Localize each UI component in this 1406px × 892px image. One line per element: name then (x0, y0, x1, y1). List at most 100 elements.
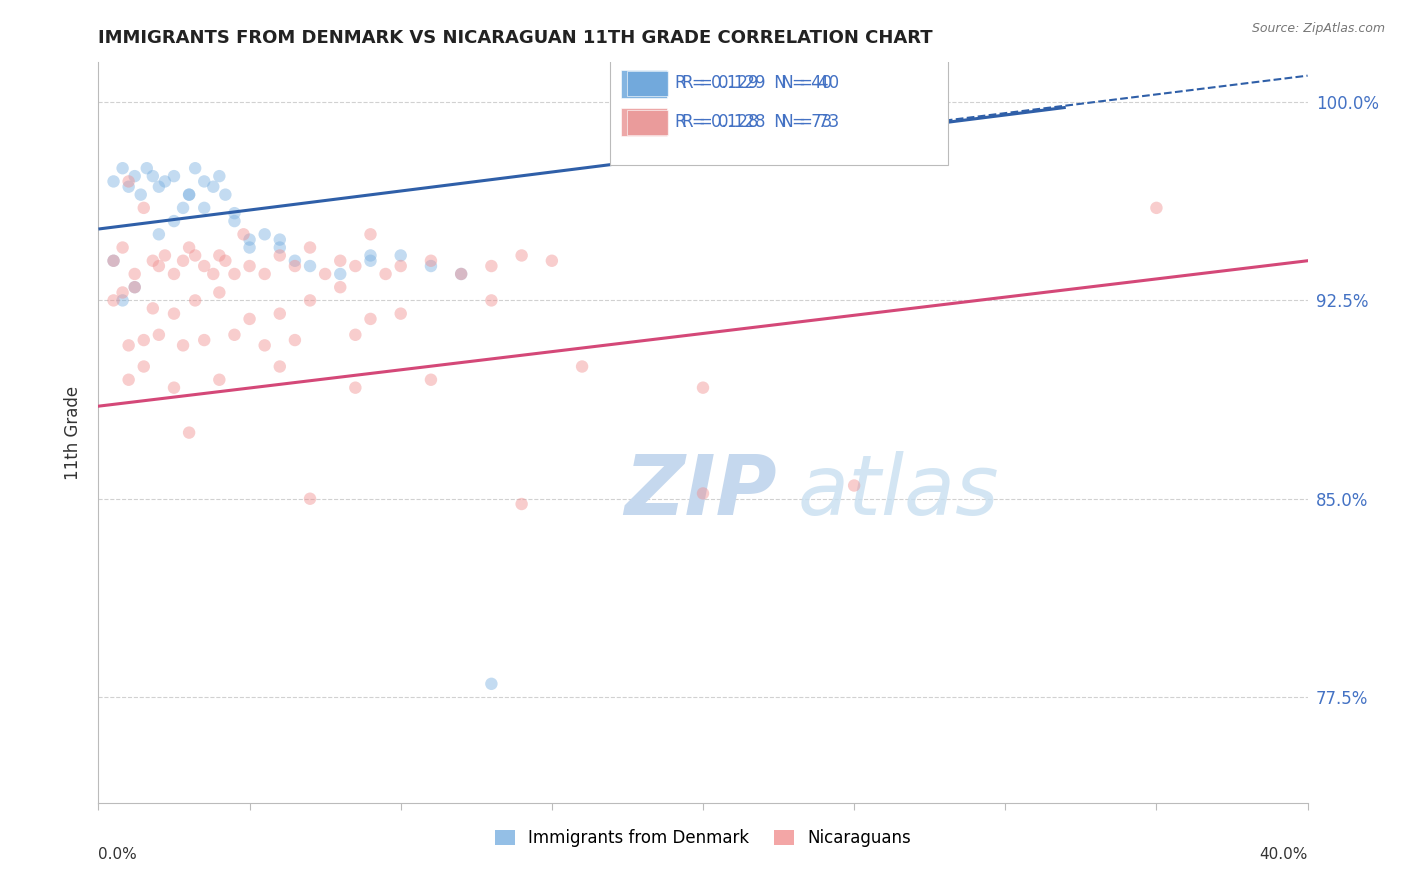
Point (239, 233, 262, 247)
Point (420, 373, 443, 387)
Text: 0.0%: 0.0% (98, 847, 138, 863)
Point (124, 280, 146, 294)
Point (132, 201, 155, 215)
Point (450, 267, 472, 281)
Point (360, 227, 382, 242)
Point (111, 293, 134, 308)
Y-axis label: 11th Grade: 11th Grade (65, 385, 83, 480)
Text: ZIP: ZIP (624, 451, 778, 533)
Point (163, 214, 186, 228)
Point (239, 259, 262, 273)
Point (172, 338, 194, 352)
Point (142, 301, 165, 316)
Point (184, 293, 207, 308)
Point (163, 169, 186, 183)
Point (224, 206, 246, 220)
Point (214, 253, 236, 268)
Text: Source: ZipAtlas.com: Source: ZipAtlas.com (1251, 22, 1385, 36)
FancyBboxPatch shape (610, 50, 949, 165)
Text: R = 0.129   N = 40: R = 0.129 N = 40 (675, 74, 832, 92)
Point (269, 359, 291, 374)
Point (389, 259, 412, 273)
Point (132, 359, 155, 374)
Text: IMMIGRANTS FROM DENMARK VS NICARAGUAN 11TH GRADE CORRELATION CHART: IMMIGRANTS FROM DENMARK VS NICARAGUAN 11… (98, 29, 934, 47)
Point (184, 248, 207, 262)
Point (299, 259, 322, 273)
Point (172, 253, 194, 268)
Point (344, 381, 367, 395)
Point (163, 267, 186, 281)
Point (129, 187, 152, 202)
Point (202, 179, 225, 194)
Point (118, 179, 141, 194)
Point (374, 267, 396, 281)
Point (193, 259, 215, 273)
Text: R = 0.128   N = 73: R = 0.128 N = 73 (675, 112, 832, 130)
Point (172, 201, 194, 215)
Point (142, 169, 165, 183)
Point (118, 373, 141, 387)
Point (163, 381, 186, 395)
Point (360, 248, 382, 262)
Point (103, 253, 125, 268)
Point (360, 253, 382, 268)
Point (208, 169, 231, 183)
Point (253, 227, 276, 242)
Point (208, 373, 231, 387)
Point (111, 285, 134, 300)
Point (510, 248, 533, 262)
Point (571, 359, 593, 374)
Point (481, 293, 503, 308)
FancyBboxPatch shape (621, 108, 666, 136)
Point (132, 333, 155, 347)
Point (284, 259, 307, 273)
Point (284, 253, 307, 268)
Point (208, 248, 231, 262)
Point (344, 259, 367, 273)
Point (148, 327, 170, 342)
Point (124, 267, 146, 281)
Point (540, 253, 562, 268)
Point (148, 259, 170, 273)
Point (692, 486, 714, 500)
Point (844, 478, 866, 492)
Text: 40.0%: 40.0% (1260, 847, 1308, 863)
Point (269, 233, 291, 247)
Point (179, 187, 201, 202)
Point (202, 267, 225, 281)
Point (224, 214, 246, 228)
Point (118, 174, 141, 188)
Legend: Immigrants from Denmark, Nicaraguans: Immigrants from Denmark, Nicaraguans (488, 822, 918, 854)
Point (153, 174, 176, 188)
Point (329, 267, 352, 281)
Point (111, 161, 134, 176)
Point (184, 161, 207, 176)
FancyBboxPatch shape (621, 70, 666, 98)
Point (179, 240, 201, 255)
Text: atlas: atlas (797, 451, 998, 533)
Point (329, 253, 352, 268)
Point (124, 169, 146, 183)
Point (148, 227, 170, 242)
Point (193, 333, 215, 347)
Point (111, 240, 134, 255)
Point (692, 381, 714, 395)
Point (420, 259, 443, 273)
Point (103, 253, 125, 268)
Text: R = 0.128   N = 73: R = 0.128 N = 73 (682, 112, 839, 130)
Point (179, 425, 201, 440)
FancyBboxPatch shape (627, 110, 668, 135)
Point (179, 187, 201, 202)
Point (224, 267, 246, 281)
Point (344, 327, 367, 342)
Point (299, 491, 322, 506)
Point (481, 259, 503, 273)
Point (269, 240, 291, 255)
Point (284, 333, 307, 347)
Point (314, 267, 336, 281)
FancyBboxPatch shape (627, 71, 668, 96)
Point (214, 187, 236, 202)
Point (142, 253, 165, 268)
Point (360, 312, 382, 326)
Point (232, 227, 254, 242)
